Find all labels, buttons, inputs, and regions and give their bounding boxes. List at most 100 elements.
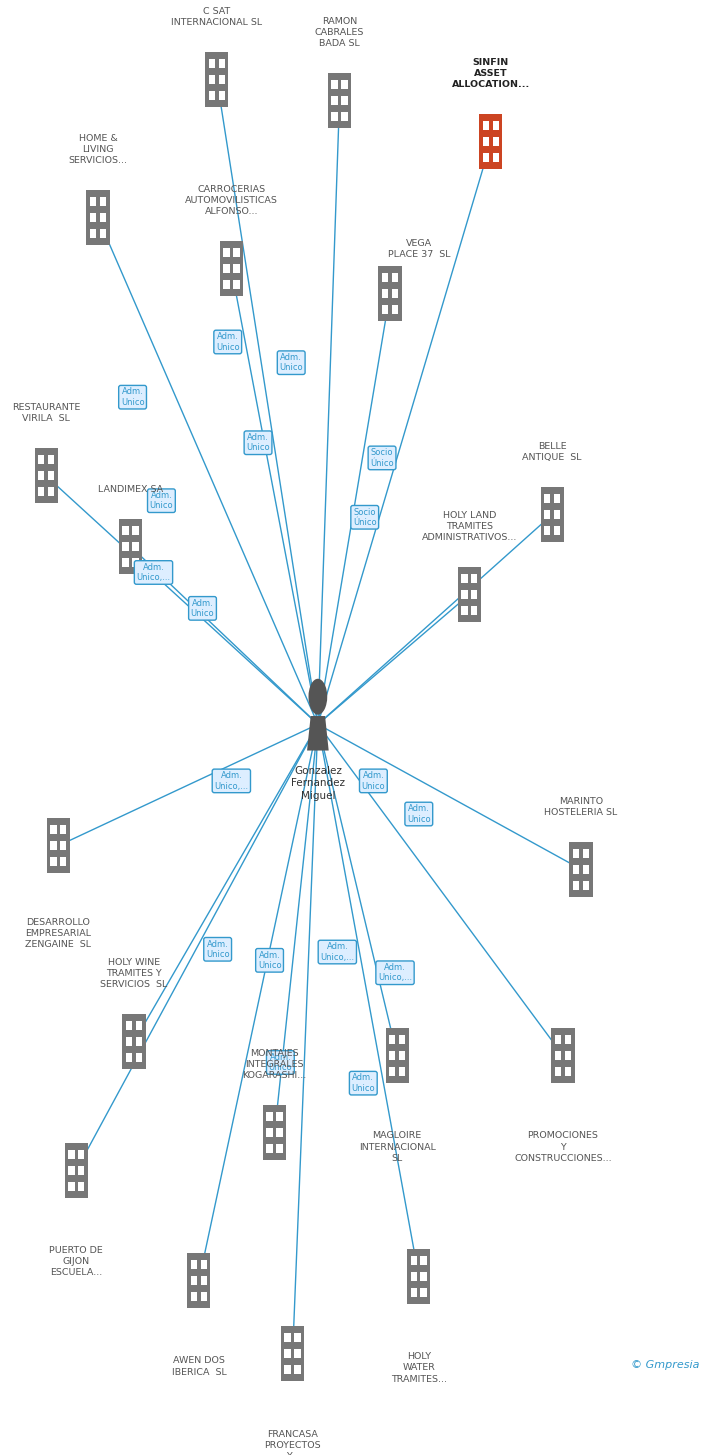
Bar	[399, 1035, 405, 1045]
Text: © Gmpresia: © Gmpresia	[631, 1360, 700, 1371]
Bar	[135, 1037, 142, 1046]
Bar	[50, 857, 57, 866]
Bar	[47, 818, 70, 873]
Text: Adm.
Unico: Adm. Unico	[216, 332, 240, 352]
Bar	[554, 495, 561, 503]
Text: Adm.
Unico,...: Adm. Unico,...	[320, 943, 355, 962]
Bar	[135, 1021, 142, 1030]
Bar	[582, 880, 589, 889]
Bar	[461, 575, 467, 583]
Text: PUERTO DE
GIJON
ESCUELA...: PUERTO DE GIJON ESCUELA...	[50, 1245, 103, 1277]
Bar	[544, 511, 550, 519]
Bar	[233, 265, 240, 274]
Bar	[331, 112, 338, 121]
Text: AWEN DOS
IBERICA  SL: AWEN DOS IBERICA SL	[172, 1356, 226, 1376]
Bar	[483, 153, 489, 163]
Bar	[38, 487, 44, 496]
Bar	[100, 230, 106, 239]
Text: Adm.
Unico,...: Adm. Unico,...	[214, 771, 248, 790]
Text: SINFIN
ASSET
ALLOCATION...: SINFIN ASSET ALLOCATION...	[452, 58, 530, 89]
Bar	[122, 525, 129, 534]
Bar	[38, 471, 44, 480]
Bar	[122, 1014, 146, 1069]
Bar	[554, 527, 561, 535]
Bar	[50, 841, 57, 850]
Bar	[201, 1292, 207, 1301]
Bar	[285, 1365, 291, 1374]
Bar	[126, 1053, 132, 1062]
Bar	[582, 848, 589, 857]
Bar	[294, 1333, 301, 1342]
Bar	[341, 96, 348, 105]
Bar	[277, 1145, 282, 1154]
Bar	[78, 1165, 84, 1174]
Bar	[78, 1149, 84, 1158]
Bar	[119, 518, 142, 573]
Bar	[461, 591, 467, 599]
Bar	[379, 266, 402, 322]
Bar	[60, 841, 66, 850]
Bar	[126, 1021, 132, 1030]
Bar	[565, 1051, 571, 1061]
Bar	[65, 1142, 88, 1197]
Text: MAGLOIRE
INTERNACIONAL
SL: MAGLOIRE INTERNACIONAL SL	[359, 1132, 435, 1163]
Bar	[209, 76, 215, 84]
Bar	[38, 455, 44, 464]
Bar	[493, 137, 499, 147]
Bar	[209, 92, 215, 100]
Bar	[218, 76, 225, 84]
Bar	[565, 1067, 571, 1077]
Bar	[544, 527, 550, 535]
Bar	[126, 1037, 132, 1046]
Bar	[78, 1181, 84, 1190]
Bar	[266, 1145, 273, 1154]
Text: Adm.
Unico: Adm. Unico	[206, 940, 229, 959]
Bar	[552, 1027, 574, 1083]
Text: HOLY WINE
TRAMITES Y
SERVICIOS  SL: HOLY WINE TRAMITES Y SERVICIOS SL	[100, 957, 167, 989]
Bar	[60, 857, 66, 866]
Bar	[201, 1276, 207, 1285]
Text: VEGA
PLACE 37  SL: VEGA PLACE 37 SL	[387, 239, 450, 259]
Bar	[565, 1035, 571, 1045]
Text: Socio
Único: Socio Único	[371, 448, 394, 467]
Bar	[100, 198, 106, 207]
Bar	[421, 1288, 427, 1296]
Text: FRANCASA
PROYECTOS
Y...: FRANCASA PROYECTOS Y...	[264, 1430, 321, 1455]
Bar	[68, 1165, 75, 1174]
Bar	[205, 52, 229, 108]
Text: PROMOCIONES
Y
CONSTRUCCIONES...: PROMOCIONES Y CONSTRUCCIONES...	[514, 1132, 612, 1163]
Bar	[266, 1129, 273, 1138]
Text: HOLY LAND
TRAMITES
ADMINISTRATIVOS...: HOLY LAND TRAMITES ADMINISTRATIVOS...	[422, 511, 517, 543]
Bar	[573, 864, 579, 873]
Text: Adm.
Unico: Adm. Unico	[246, 434, 270, 453]
Bar	[100, 214, 106, 223]
Polygon shape	[307, 716, 328, 751]
Bar	[132, 541, 138, 550]
Text: DESARROLLO
EMPRESARIAL
ZENGAINE  SL: DESARROLLO EMPRESARIAL ZENGAINE SL	[25, 918, 91, 949]
Bar	[191, 1292, 197, 1301]
Text: Adm.
Unico,...: Adm. Unico,...	[136, 563, 170, 582]
Bar	[461, 607, 467, 615]
Bar	[458, 567, 480, 623]
Text: LANDIMEX SA: LANDIMEX SA	[98, 485, 163, 493]
Bar	[233, 281, 240, 290]
Bar	[87, 191, 109, 246]
Text: Adm.
Unico,...: Adm. Unico,...	[378, 963, 412, 982]
Bar	[569, 841, 593, 896]
Bar	[493, 153, 499, 163]
Text: Adm.
Unico: Adm. Unico	[121, 387, 144, 407]
Bar	[122, 557, 129, 566]
Bar	[341, 112, 348, 121]
Bar	[68, 1181, 75, 1190]
Bar	[389, 1067, 395, 1077]
Bar	[277, 1129, 282, 1138]
Bar	[392, 290, 398, 298]
Text: Adm.
Unico: Adm. Unico	[352, 1074, 375, 1093]
Bar	[411, 1272, 417, 1280]
Bar	[285, 1349, 291, 1358]
Bar	[555, 1067, 561, 1077]
Bar	[48, 487, 54, 496]
Bar	[381, 274, 388, 282]
Circle shape	[309, 679, 328, 714]
Bar	[483, 137, 489, 147]
